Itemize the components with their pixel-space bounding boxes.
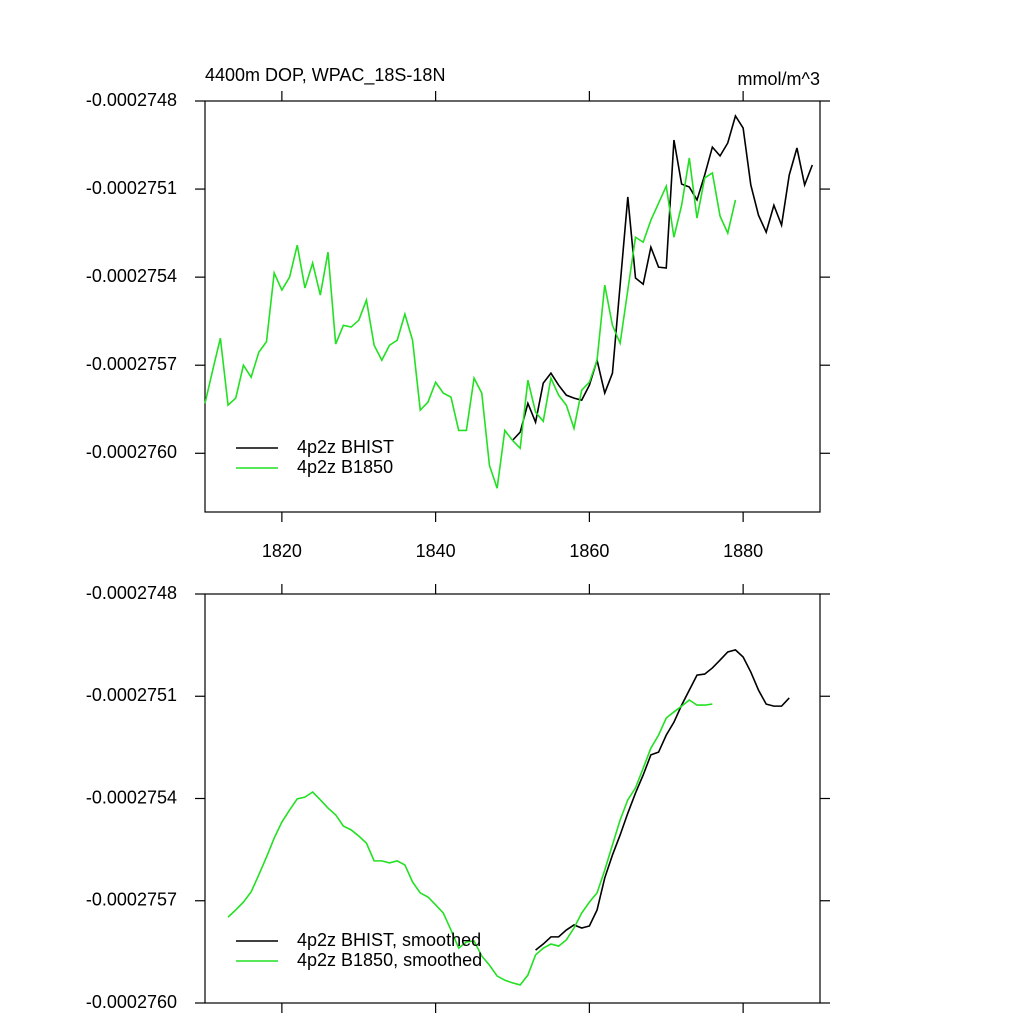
x-tick-label: 1820 (262, 541, 302, 561)
y-tick-label: -0.0002754 (86, 266, 177, 286)
chart-title: 4400m DOP, WPAC_18S-18N (205, 65, 445, 86)
legend-label: 4p2z B1850 (297, 457, 393, 477)
series-line (204, 157, 737, 489)
series-line (535, 649, 790, 951)
y-tick-label: -0.0002751 (86, 685, 177, 705)
legend-label: 4p2z BHIST (297, 437, 394, 457)
x-tick-label: 1840 (416, 541, 456, 561)
series-line (227, 699, 713, 986)
y-tick-label: -0.0002754 (86, 787, 177, 807)
legend-label: 4p2z BHIST, smoothed (297, 930, 481, 950)
y-tick-label: -0.0002760 (86, 992, 177, 1012)
units-label: mmol/m^3 (738, 69, 820, 89)
legend-label: 4p2z B1850, smoothed (297, 950, 482, 970)
y-tick-label: -0.0002748 (86, 583, 177, 603)
x-tick-label: 1880 (723, 541, 763, 561)
y-tick-label: -0.0002748 (86, 90, 177, 110)
y-tick-label: -0.0002760 (86, 442, 177, 462)
series-line (511, 114, 814, 441)
x-tick-label: 1860 (569, 541, 609, 561)
y-tick-label: -0.0002757 (86, 890, 177, 910)
y-tick-label: -0.0002757 (86, 354, 177, 374)
plot-frame (204, 100, 821, 513)
y-tick-label: -0.0002751 (86, 178, 177, 198)
